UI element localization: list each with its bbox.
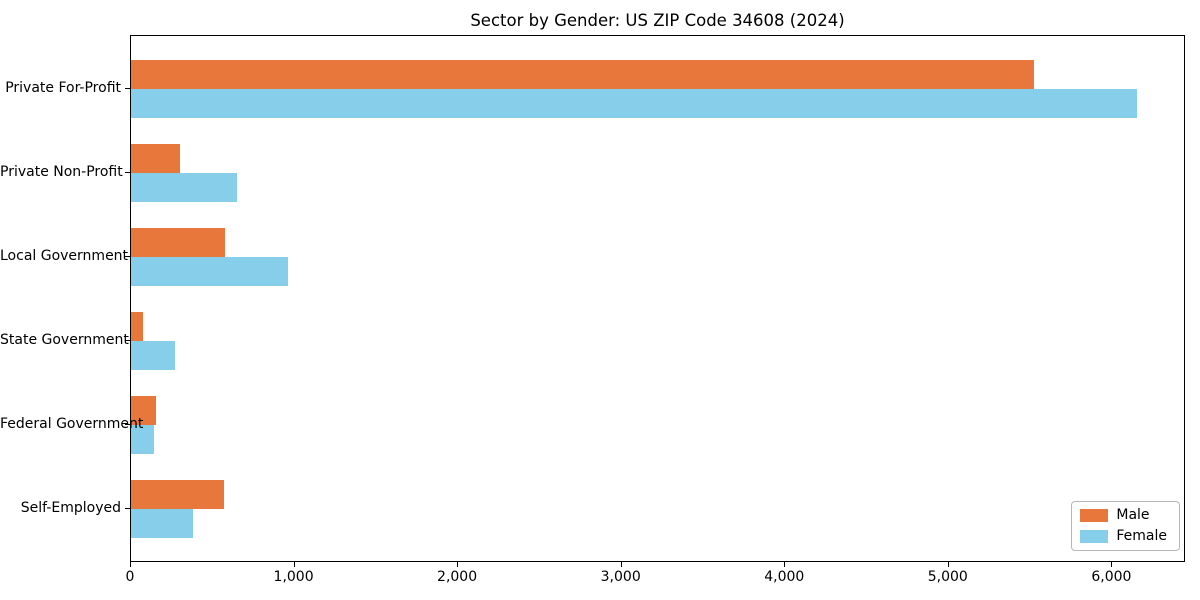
bar-male-4 (131, 312, 144, 341)
x-tick-mark (620, 562, 622, 567)
bar-male-6 (131, 480, 225, 509)
y-tick-mark (125, 256, 130, 257)
bar-female-2 (131, 173, 238, 202)
x-tick-mark (293, 562, 295, 567)
y-tick-mark (125, 424, 130, 425)
x-tick-label: 2,000 (437, 569, 478, 585)
legend-item-male: Male (1080, 508, 1167, 523)
y-tick-mark (125, 172, 130, 173)
bar-male-2 (131, 144, 181, 173)
y-tick-label: Local Government (0, 248, 129, 264)
bar-female-4 (131, 341, 176, 370)
y-tick-label: Federal Government (0, 416, 144, 432)
chart-title: Sector by Gender: US ZIP Code 34608 (202… (470, 11, 845, 30)
y-tick-label: State Government (0, 332, 129, 348)
legend-item-female: Female (1080, 529, 1167, 544)
y-tick-mark (125, 88, 130, 89)
x-tick-mark (457, 562, 459, 567)
x-tick-label: 6,000 (1091, 569, 1132, 585)
y-tick-mark (125, 508, 130, 509)
bar-male-1 (131, 60, 1034, 89)
legend-swatch-male (1080, 509, 1109, 522)
bar-male-3 (131, 228, 226, 257)
legend-swatch-female (1080, 530, 1109, 543)
y-tick-label: Self-Employed (20, 500, 121, 516)
legend-label: Male (1116, 507, 1150, 523)
x-tick-label: 4,000 (764, 569, 805, 585)
legend: Male Female (1071, 501, 1180, 551)
y-tick-label: Private For-Profit (5, 80, 121, 96)
x-tick-label: 1,000 (273, 569, 314, 585)
x-tick-mark (1111, 562, 1113, 567)
bar-female-1 (131, 89, 1137, 118)
x-tick-mark (947, 562, 949, 567)
y-tick-label: Private Non-Profit (0, 164, 123, 180)
bar-female-3 (131, 257, 288, 286)
x-tick-label: 5,000 (927, 569, 968, 585)
x-tick-label: 0 (125, 569, 135, 585)
x-tick-label: 3,000 (600, 569, 641, 585)
x-tick-mark (130, 562, 131, 567)
bar-male-5 (131, 396, 156, 425)
bar-female-5 (131, 425, 154, 454)
x-tick-mark (784, 562, 786, 567)
plot-area: Male Female (130, 35, 1185, 562)
y-tick-mark (125, 340, 130, 341)
legend-label: Female (1116, 528, 1167, 544)
bar-female-6 (131, 509, 194, 538)
